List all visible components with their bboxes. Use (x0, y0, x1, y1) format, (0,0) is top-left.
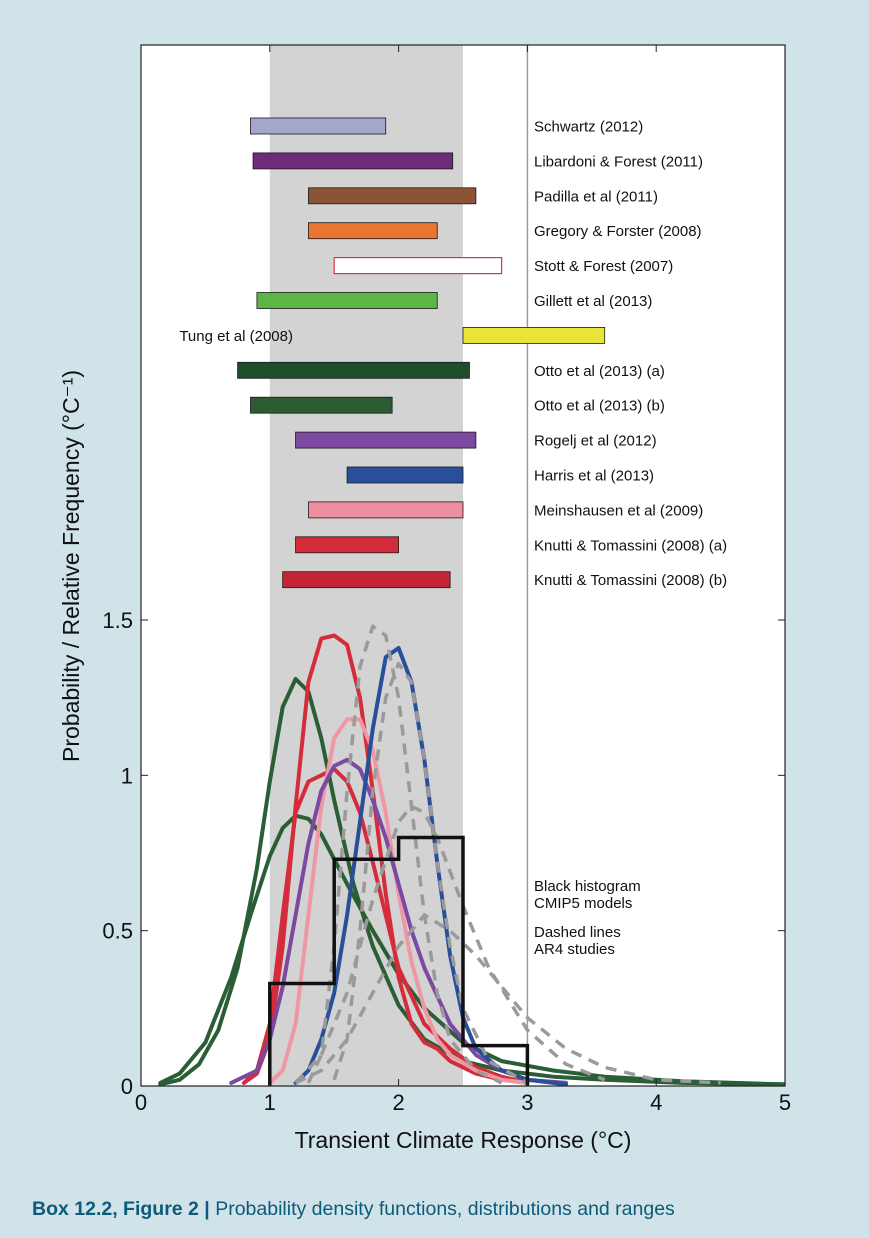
range-label-13: Knutti & Tomassini (2008) (b) (534, 572, 727, 589)
range-label-8: Otto et al (2013) (b) (534, 398, 665, 415)
annotation-dashed-line2: AR4 studies (534, 941, 615, 958)
range-bar-7 (237, 361, 470, 379)
range-bar-2 (308, 187, 477, 205)
x-tick-label-1: 1 (264, 1090, 276, 1115)
y-tick-label-1: 0.5 (102, 919, 133, 944)
range-bar-13 (282, 571, 451, 589)
annotation-histogram-line2: CMIP5 models (534, 895, 632, 912)
range-label-3: Gregory & Forster (2008) (534, 223, 702, 240)
range-bar-8 (250, 396, 393, 414)
dashed-curve-10 (294, 913, 721, 1085)
y-axis-title: Probability / Relative Frequency (°C⁻¹) (58, 370, 84, 762)
x-tick-label-4: 4 (650, 1090, 662, 1115)
range-label-9: Rogelj et al (2012) (534, 433, 657, 450)
axis-ticks: 0 1 2 3 4 5 0 0.5 1 1.5 (102, 45, 791, 1115)
range-label-6: Tung et al (2008) (179, 328, 293, 345)
figure-caption: Box 12.2, Figure 2 | Probability density… (32, 1198, 862, 1221)
range-label-1: Libardoni & Forest (2011) (534, 153, 703, 170)
range-bar-12 (295, 536, 399, 554)
pdf-curve-2 (242, 633, 530, 1085)
dashed-curve-8 (332, 661, 529, 1085)
pdf-curve-3 (242, 767, 530, 1085)
pdf-curve-6 (293, 646, 568, 1086)
range-label-0: Schwartz (2012) (534, 119, 643, 136)
range-bar-3 (308, 222, 438, 240)
y-tick-label-3: 1.5 (102, 608, 133, 633)
range-bar-0 (250, 117, 387, 135)
pdf-curve-4 (267, 717, 530, 1085)
range-bar-5 (256, 292, 438, 309)
x-tick-label-2: 2 (392, 1090, 404, 1115)
range-bar-9 (295, 431, 477, 449)
x-tick-label-5: 5 (779, 1090, 791, 1115)
likely-range-band (269, 45, 463, 1086)
annotation-dashed-line1: Dashed lines (534, 924, 621, 941)
cmip5-histogram (268, 835, 530, 1086)
y-tick-label-0: 0 (121, 1074, 133, 1099)
range-bar-6 (462, 326, 606, 344)
range-label-5: Gillett et al (2013) (534, 293, 652, 310)
x-tick-label-0: 0 (135, 1090, 147, 1115)
plot-frame (140, 44, 786, 1087)
range-label-10: Harris et al (2013) (534, 468, 654, 485)
range-bars: Schwartz (2012) Libardoni & Forest (2011)… (179, 117, 727, 589)
range-bar-10 (346, 466, 464, 484)
caption-text: Probability density functions, distribut… (215, 1198, 675, 1220)
annotation-histogram-line1: Black histogram (534, 878, 641, 895)
range-label-12: Knutti & Tomassini (2008) (a) (534, 537, 727, 554)
range-bar-1 (252, 152, 454, 170)
y-tick-label-2: 1 (121, 763, 133, 788)
dashed-curve-9 (294, 804, 606, 1085)
range-bar-11 (308, 501, 464, 519)
x-axis-title: Transient Climate Response (°C) (295, 1127, 632, 1153)
range-label-7: Otto et al (2013) (a) (534, 363, 665, 380)
dashed-curve-7 (306, 624, 503, 1085)
range-label-11: Meinshausen et al (2009) (534, 502, 703, 519)
range-label-4: Stott & Forest (2007) (534, 258, 673, 275)
x-tick-label-3: 3 (521, 1090, 533, 1115)
range-bar-4 (333, 257, 503, 275)
range-label-2: Padilla et al (2011) (534, 188, 658, 205)
caption-label: Box 12.2, Figure 2 | (32, 1198, 210, 1220)
